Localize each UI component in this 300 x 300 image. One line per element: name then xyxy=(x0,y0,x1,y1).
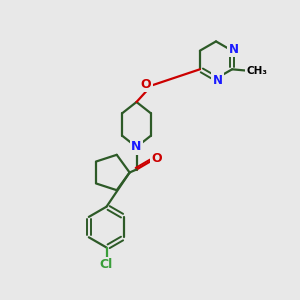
Text: CH₃: CH₃ xyxy=(247,66,268,76)
Text: O: O xyxy=(152,152,162,165)
Text: N: N xyxy=(131,140,142,154)
Text: O: O xyxy=(141,77,152,91)
Text: Cl: Cl xyxy=(100,258,113,271)
Text: N: N xyxy=(229,43,238,56)
Text: N: N xyxy=(212,74,223,87)
